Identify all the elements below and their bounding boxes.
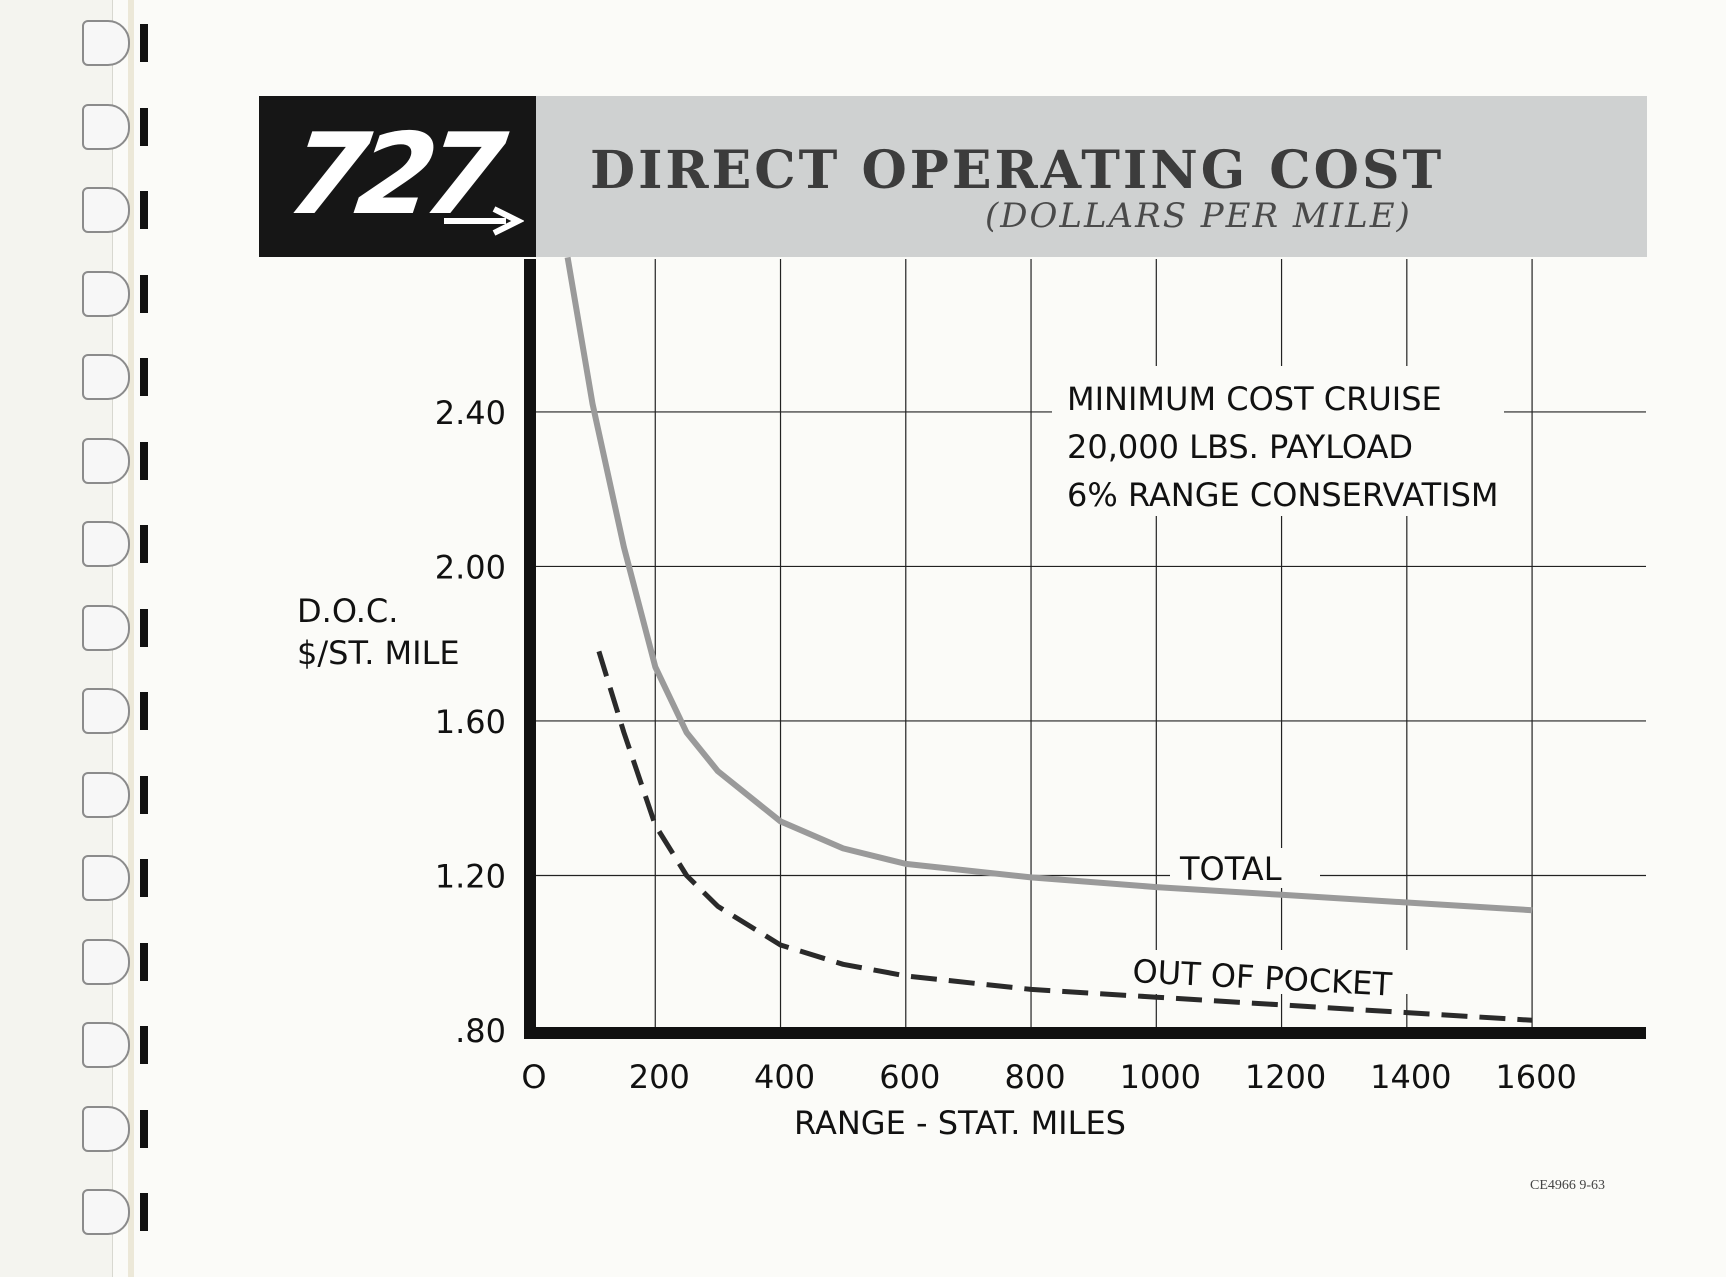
binder-strip <box>128 0 134 1277</box>
binder-ring <box>82 604 148 651</box>
x-tick-label: 1000 <box>1120 1058 1201 1096</box>
binder-ring-loop <box>82 521 130 567</box>
y-tick-label: 1.60 <box>435 703 506 741</box>
annotation-box <box>1052 366 1504 516</box>
binder-hole <box>140 942 148 981</box>
chart-labels: D.O.C. $/ST. MILE RANGE - STAT. MILES MI… <box>297 380 1499 1142</box>
x-tick-label: 200 <box>629 1058 690 1096</box>
annotation-line-3: 6% RANGE CONSERVATISM <box>1067 476 1499 514</box>
y-axis-label-line-2: $/ST. MILE <box>297 634 460 672</box>
y-tick-label: 1.20 <box>435 857 506 895</box>
binder-ring <box>82 1022 148 1068</box>
binder-ring-loop <box>82 103 130 150</box>
binder-hole <box>140 24 148 62</box>
binder-ring <box>82 103 148 150</box>
binder-ring <box>82 437 148 484</box>
binder-ring-loop <box>82 938 130 985</box>
binder-ring <box>82 20 148 66</box>
binder-ring <box>82 521 148 567</box>
annotation-line-1: MINIMUM COST CRUISE <box>1067 380 1442 418</box>
y-tick-label: 2.40 <box>435 394 506 432</box>
logo-arrow-icon <box>444 206 524 236</box>
binder-hole <box>140 692 148 730</box>
binder-hole <box>140 358 148 396</box>
binder-ring <box>82 855 148 901</box>
series-label-bg <box>1125 950 1415 994</box>
binder-ring-loop <box>82 20 130 66</box>
binder-ring-loop <box>82 855 130 901</box>
binder-ring-loop <box>82 437 130 484</box>
binder-hole <box>140 1026 148 1064</box>
binder-ring <box>82 270 148 317</box>
binder-ring <box>82 354 148 400</box>
binder-ring-loop <box>82 688 130 734</box>
binder-ring <box>82 187 148 233</box>
title-band <box>536 96 1647 257</box>
x-tick-label: 400 <box>754 1058 815 1096</box>
x-axis-label: RANGE - STAT. MILES <box>794 1104 1126 1142</box>
binder-ring-loop <box>82 1022 130 1068</box>
y-tick-label: .80 <box>455 1012 506 1050</box>
x-tick-label: 1400 <box>1370 1058 1451 1096</box>
binder-hole <box>140 859 148 897</box>
chart-axes <box>524 259 1646 1039</box>
binder-ring-loop <box>82 1105 130 1152</box>
binder-ring <box>82 771 148 818</box>
document-code: CE4966 9-63 <box>1530 1178 1606 1193</box>
y-tick-label: 2.00 <box>435 548 506 586</box>
series-label-total: TOTAL <box>1179 850 1282 888</box>
binder-ring-loop <box>82 270 130 317</box>
chart-series <box>564 256 1533 1023</box>
annotation-line-2: 20,000 LBS. PAYLOAD <box>1067 428 1413 466</box>
binder-hole <box>140 441 148 480</box>
series-label-bg <box>1170 848 1320 888</box>
binder-ring-loop <box>82 1189 130 1235</box>
x-tick-label: O <box>521 1058 546 1096</box>
binder-hole <box>140 608 148 647</box>
binder-ring <box>82 1105 148 1152</box>
series-line-total <box>564 256 1533 914</box>
binder-hole <box>140 1109 148 1148</box>
binder-hole <box>140 274 148 313</box>
page-title: DIRECT OPERATING COST <box>590 140 1445 201</box>
x-tick-label: 600 <box>879 1058 940 1096</box>
binder-hole <box>140 107 148 146</box>
binder-ring-loop <box>82 771 130 818</box>
series-line-out-of-pocket <box>596 650 1533 1023</box>
binder-ring <box>82 938 148 985</box>
binder-ring-loop <box>82 187 130 233</box>
binder-ring-loop <box>82 354 130 400</box>
x-tick-label: 800 <box>1005 1058 1066 1096</box>
binder-hole <box>140 525 148 563</box>
binder-ring-loop <box>82 604 130 651</box>
annotation-background <box>1052 366 1504 994</box>
binder-hole <box>140 775 148 814</box>
chart-ticks: .80 1.20 1.60 2.00 2.40 O 200 400 600 800 1000 1200… <box>435 394 1577 1096</box>
binder-ring <box>82 1189 148 1235</box>
binder-hole <box>140 1193 148 1231</box>
x-tick-label: 1200 <box>1245 1058 1326 1096</box>
x-tick-label: 1600 <box>1495 1058 1576 1096</box>
logo-block <box>259 96 536 257</box>
binder-ring <box>82 688 148 734</box>
y-axis-label-line-1: D.O.C. <box>297 592 398 630</box>
binder-hole <box>140 191 148 229</box>
page-subtitle: (DOLLARS PER MILE) <box>985 196 1412 236</box>
